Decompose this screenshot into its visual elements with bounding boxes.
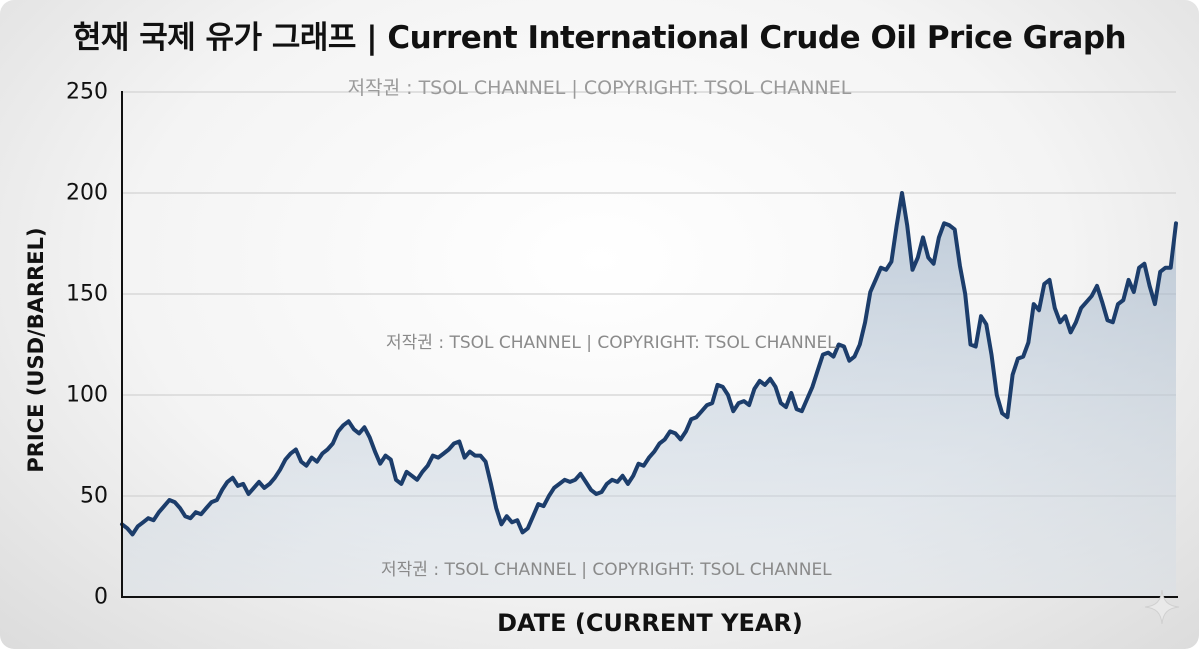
y-tick-label: 250 xyxy=(66,79,108,105)
price-area-fill xyxy=(122,193,1176,597)
watermark-middle: 저작권 : TSOL CHANNEL | COPYRIGHT: TSOL CHA… xyxy=(386,333,837,353)
y-tick-label: 100 xyxy=(66,382,108,408)
chart-title: 현재 국제 유가 그래프 | Current International Cru… xyxy=(72,20,1127,56)
y-tick-label: 150 xyxy=(66,281,108,307)
y-tick-label: 0 xyxy=(94,584,108,610)
watermark-bottom: 저작권 : TSOL CHANNEL | COPYRIGHT: TSOL CHA… xyxy=(381,560,832,580)
y-tick-label: 50 xyxy=(80,483,108,509)
y-tick-label: 200 xyxy=(66,180,108,206)
price-line xyxy=(120,191,1178,537)
y-axis-label: PRICE (USD/BARREL) xyxy=(24,227,48,473)
sparkle-icon xyxy=(1144,589,1180,625)
x-axis-label: DATE (CURRENT YEAR) xyxy=(497,609,803,637)
watermark-top: 저작권 : TSOL CHANNEL | COPYRIGHT: TSOL CHA… xyxy=(347,77,852,99)
